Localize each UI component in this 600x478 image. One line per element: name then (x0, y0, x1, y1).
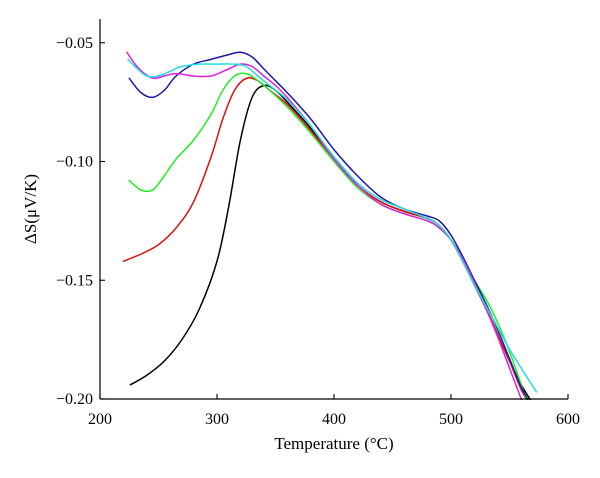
y-axis-title: ΔS(μV/K) (21, 174, 40, 244)
x-tick-label: 300 (205, 411, 229, 428)
x-axis-title: Temperature (°C) (274, 434, 393, 453)
y-tick-label: −0.05 (56, 35, 93, 52)
x-tick-label: 600 (556, 411, 580, 428)
x-tick-label: 400 (322, 411, 346, 428)
y-tick-label: −0.10 (56, 154, 93, 171)
series-layer (122, 51, 538, 400)
y-tick-label: −0.15 (56, 272, 93, 289)
series-line-2 (122, 77, 528, 400)
series-line-3 (128, 72, 528, 400)
x-tick-label: 200 (88, 411, 112, 428)
series-line-5 (126, 51, 523, 400)
series-line-1 (129, 84, 532, 400)
series-line-4 (128, 51, 530, 400)
y-tick-label: −0.20 (56, 391, 93, 408)
ticks-layer: 200 300 400 500 600 −0.05 −0.10 −0.15 −0.20 (56, 35, 580, 428)
x-tick-label: 500 (439, 411, 463, 428)
series-line-6 (127, 58, 538, 393)
